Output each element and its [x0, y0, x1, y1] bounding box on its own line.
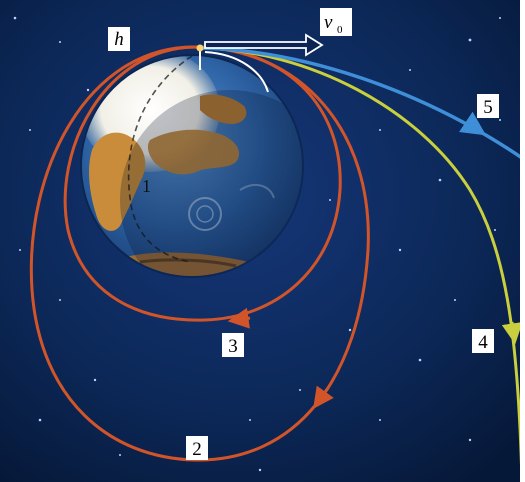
- label-trajectory-4-text: 4: [478, 332, 488, 353]
- earth-globe-icon: [80, 54, 304, 278]
- label-orbit-3: 3: [222, 333, 244, 357]
- orbit-3-path: [63, 45, 342, 322]
- label-h-text: h: [114, 29, 124, 50]
- orbit-3-arrow: [227, 307, 251, 329]
- label-v0: v 0: [320, 8, 352, 36]
- label-trajectory-5: 5: [477, 94, 499, 118]
- label-orbit-2-text: 2: [192, 439, 202, 460]
- label-orbit-1: 1: [142, 176, 151, 196]
- launch-guide: [204, 51, 269, 93]
- trajectory-4-path: [199, 46, 524, 482]
- frame-edge: [520, 0, 525, 482]
- label-orbit-2: 2: [186, 436, 208, 460]
- label-v-text: v: [324, 12, 333, 33]
- orbit-2-arrow: [313, 385, 334, 409]
- label-v-subscript: 0: [337, 24, 343, 36]
- trajectory-4-arrow: [501, 321, 523, 345]
- velocity-arrow-icon: [204, 33, 324, 57]
- label-h: h: [108, 27, 130, 51]
- orbit-2-path: [29, 45, 370, 462]
- label-orbit-3-text: 3: [228, 336, 238, 357]
- label-trajectory-5-text: 5: [483, 97, 493, 118]
- trajectory-5-arrow: [458, 111, 487, 136]
- label-trajectory-4: 4: [472, 329, 494, 353]
- launch-point-icon: [196, 44, 204, 52]
